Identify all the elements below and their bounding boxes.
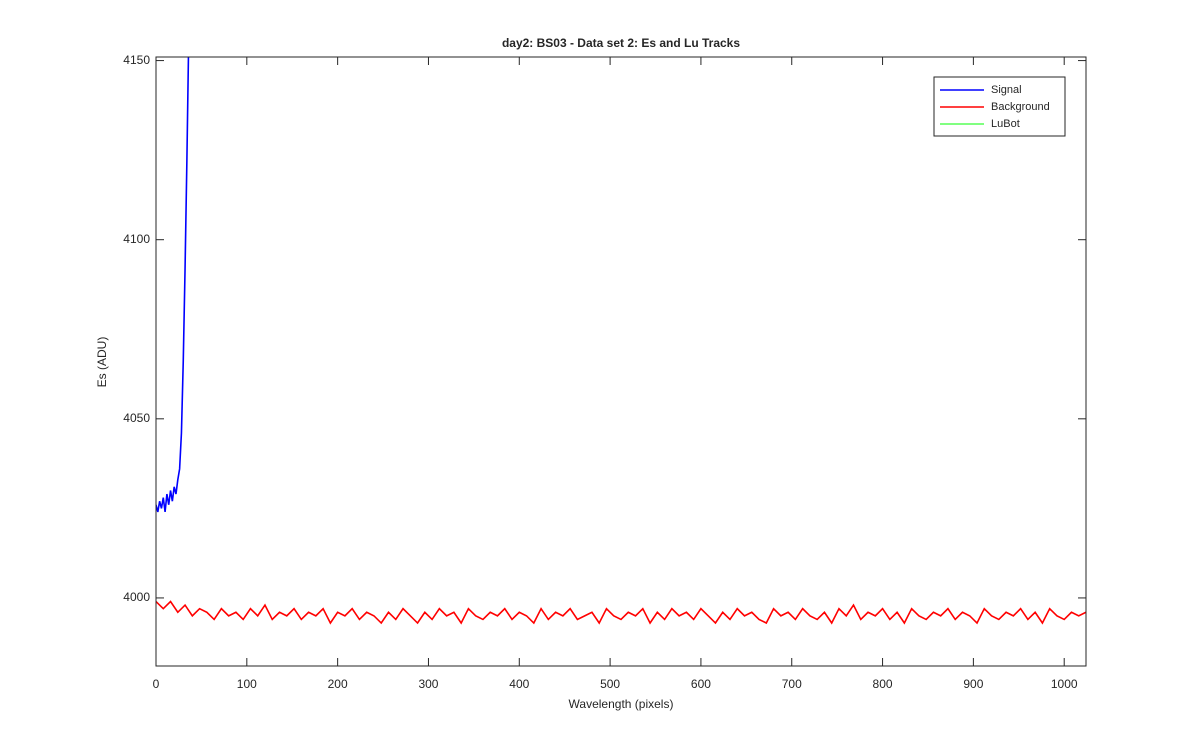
x-tick-label: 300 bbox=[418, 677, 438, 691]
x-tick-label: 0 bbox=[153, 677, 160, 691]
x-tick-label: 200 bbox=[328, 677, 348, 691]
y-tick-label: 4000 bbox=[123, 590, 150, 604]
x-tick-label: 800 bbox=[873, 677, 893, 691]
x-tick-label: 500 bbox=[600, 677, 620, 691]
legend-label: Background bbox=[991, 101, 1050, 113]
plot-area bbox=[156, 57, 1086, 625]
y-tick-label: 4050 bbox=[123, 411, 150, 425]
x-tick-label: 700 bbox=[782, 677, 802, 691]
x-tick-label: 600 bbox=[691, 677, 711, 691]
x-tick-label: 400 bbox=[509, 677, 529, 691]
series-line bbox=[156, 600, 1086, 625]
axes-box bbox=[155, 56, 1087, 667]
series-line bbox=[156, 57, 190, 513]
y-axis-label: Es (ADU) bbox=[95, 337, 109, 388]
x-tick-label: 100 bbox=[237, 677, 257, 691]
x-axis-label: Wavelength (pixels) bbox=[569, 697, 674, 711]
y-tick-label: 4150 bbox=[123, 53, 150, 67]
y-tick-label: 4100 bbox=[123, 232, 150, 246]
chart-title: day2: BS03 - Data set 2: Es and Lu Track… bbox=[502, 36, 740, 50]
x-tick-label: 900 bbox=[963, 677, 983, 691]
legend-label: LuBot bbox=[991, 118, 1020, 130]
legend-label: Signal bbox=[991, 84, 1022, 96]
x-tick-label: 1000 bbox=[1051, 677, 1078, 691]
